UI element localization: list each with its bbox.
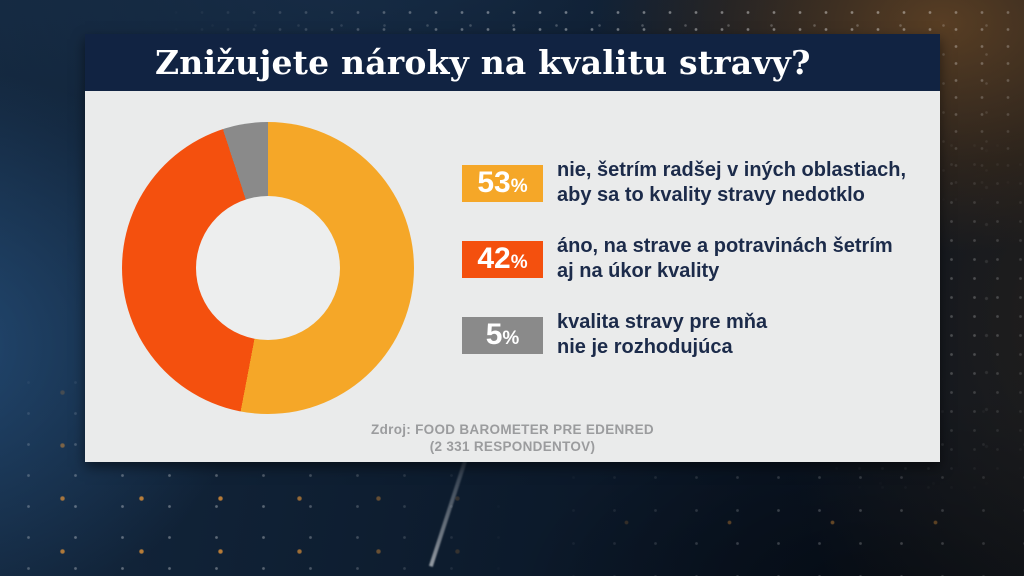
chart-legend: 53% nie, šetrím radšej v iných oblastiac… bbox=[462, 158, 932, 360]
source-line1: Zdroj: FOOD BAROMETER PRE EDENRED bbox=[371, 422, 654, 437]
legend-label: áno, na strave a potravinách šetrím aj n… bbox=[557, 234, 893, 284]
percentage-badge: 53% bbox=[462, 164, 543, 202]
source-line2: (2 331 RESPONDENTOV) bbox=[429, 439, 596, 454]
percentage-value: 42 bbox=[477, 242, 511, 275]
legend-label-line1: nie, šetrím radšej v iných oblastiach, bbox=[557, 159, 907, 181]
legend-item: 5% kvalita stravy pre mňa nie je rozhodu… bbox=[462, 310, 932, 360]
percentage-sign: % bbox=[502, 328, 520, 349]
legend-label: kvalita stravy pre mňa nie je rozhodujúc… bbox=[557, 310, 767, 360]
percentage-value: 53 bbox=[477, 166, 511, 199]
source-note: Zdroj: FOOD BAROMETER PRE EDENRED (2 331… bbox=[85, 421, 940, 455]
legend-label-line2: nie je rozhodujúca bbox=[557, 336, 733, 358]
legend-label-line1: áno, na strave a potravinách šetrím bbox=[557, 235, 893, 257]
donut-chart bbox=[122, 122, 414, 414]
panel-header: Znižujete nároky na kvalitu stravy? bbox=[85, 34, 940, 91]
legend-label: nie, šetrím radšej v iných oblastiach, a… bbox=[557, 158, 906, 208]
percentage-sign: % bbox=[510, 176, 528, 197]
legend-item: 42% áno, na strave a potravinách šetrím … bbox=[462, 234, 932, 284]
panel-title: Znižujete nároky na kvalitu stravy? bbox=[155, 43, 811, 82]
panel-body: 53% nie, šetrím radšej v iných oblastiac… bbox=[85, 91, 940, 462]
legend-label-line2: aby sa to kvality stravy nedotklo bbox=[557, 184, 865, 206]
legend-label-line2: aj na úkor kvality bbox=[557, 260, 720, 282]
infographic-panel: Znižujete nároky na kvalitu stravy? 53% … bbox=[85, 34, 940, 462]
percentage-badge: 5% bbox=[462, 316, 543, 354]
donut-hole bbox=[196, 196, 340, 340]
legend-item: 53% nie, šetrím radšej v iných oblastiac… bbox=[462, 158, 932, 208]
percentage-value: 5 bbox=[485, 318, 503, 351]
percentage-badge: 42% bbox=[462, 240, 543, 278]
percentage-sign: % bbox=[510, 252, 528, 273]
legend-label-line1: kvalita stravy pre mňa bbox=[557, 311, 768, 333]
